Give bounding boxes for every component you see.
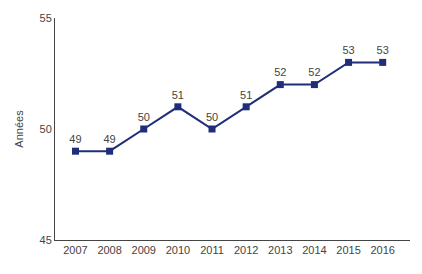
svg-text:2008: 2008 — [97, 244, 121, 256]
svg-text:2015: 2015 — [336, 244, 360, 256]
svg-text:2010: 2010 — [166, 244, 190, 256]
svg-text:2007: 2007 — [63, 244, 87, 256]
svg-text:50: 50 — [206, 111, 218, 123]
svg-text:45: 45 — [40, 234, 52, 246]
svg-text:50: 50 — [40, 123, 52, 135]
svg-text:51: 51 — [240, 89, 252, 101]
svg-text:Années: Années — [13, 110, 25, 148]
svg-text:55: 55 — [40, 12, 52, 24]
svg-text:52: 52 — [274, 66, 286, 78]
svg-text:49: 49 — [103, 133, 115, 145]
svg-text:2011: 2011 — [200, 244, 224, 256]
svg-text:2013: 2013 — [268, 244, 292, 256]
svg-text:49: 49 — [69, 133, 81, 145]
svg-text:2012: 2012 — [234, 244, 258, 256]
svg-text:2016: 2016 — [370, 244, 394, 256]
svg-text:53: 53 — [377, 44, 389, 56]
svg-text:50: 50 — [138, 111, 150, 123]
svg-text:52: 52 — [308, 66, 320, 78]
svg-text:53: 53 — [342, 44, 354, 56]
svg-text:2014: 2014 — [302, 244, 326, 256]
svg-text:2009: 2009 — [132, 244, 156, 256]
svg-text:51: 51 — [172, 89, 184, 101]
